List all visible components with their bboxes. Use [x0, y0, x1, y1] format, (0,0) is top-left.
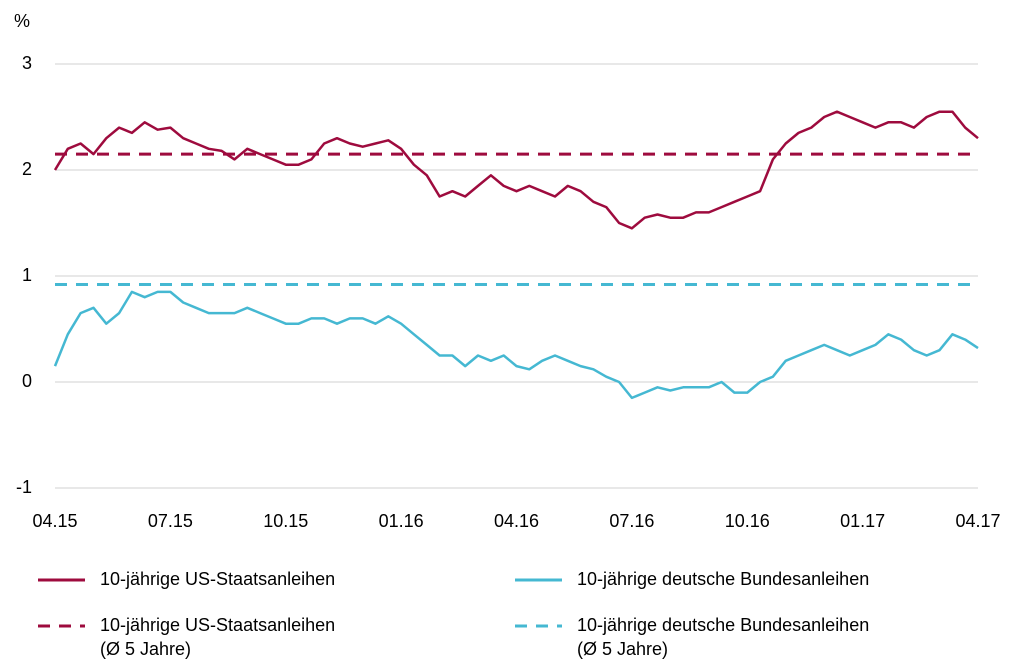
y-tick-label: 0 [22, 371, 32, 391]
legend-label: 10-jährige deutsche Bundesanleihen [577, 569, 869, 589]
x-tick-label: 04.17 [955, 511, 1000, 531]
y-tick-label: 1 [22, 265, 32, 285]
x-tick-label: 10.15 [263, 511, 308, 531]
x-tick-label: 01.17 [840, 511, 885, 531]
x-tick-label: 07.16 [609, 511, 654, 531]
series-line [53, 110, 979, 230]
y-tick-label: 2 [22, 159, 32, 179]
x-tick-label: 10.16 [725, 511, 770, 531]
y-tick-label: 3 [22, 53, 32, 73]
y-axis-label: % [14, 11, 30, 31]
legend-label: 10-jährige US-Staatsanleihen (Ø 5 Jahre) [100, 615, 335, 659]
legend-label: 10-jährige US-Staatsanleihen [100, 569, 335, 589]
x-tick-label: 04.16 [494, 511, 539, 531]
series-line [53, 290, 979, 400]
x-tick-label: 01.16 [379, 511, 424, 531]
x-tick-label: 04.15 [32, 511, 77, 531]
x-tick-label: 07.15 [148, 511, 193, 531]
legend-label: 10-jährige deutsche Bundesanleihen (Ø 5 J… [577, 615, 869, 659]
y-tick-label: -1 [16, 477, 32, 497]
